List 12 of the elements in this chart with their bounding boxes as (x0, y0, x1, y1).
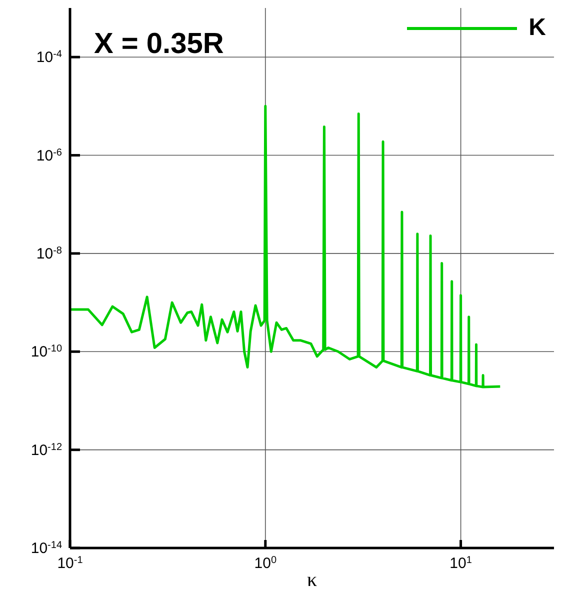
y-tick-label: 10$^{-12}$ (30, 441, 62, 459)
y-tick-label: 10$^{-8}$ (36, 244, 62, 262)
x-tick-label: 10$^{0}$ (254, 554, 277, 572)
y-tick-label: 10$^{-4}$ (36, 48, 62, 66)
legend-label: K (528, 14, 546, 42)
text: X = 0.35R (94, 28, 224, 61)
x-tick-label: 10$^{-1}$ (57, 554, 84, 572)
x-tick-label: 10$^{1}$ (450, 554, 472, 572)
y-tick-label: 10$^{-6}$ (36, 146, 62, 164)
y-tick-label: 10$^{-10}$ (30, 343, 62, 361)
x-axis-title: κ (306, 569, 318, 591)
y-tick-label: 10$^{-14}$ (30, 540, 62, 557)
